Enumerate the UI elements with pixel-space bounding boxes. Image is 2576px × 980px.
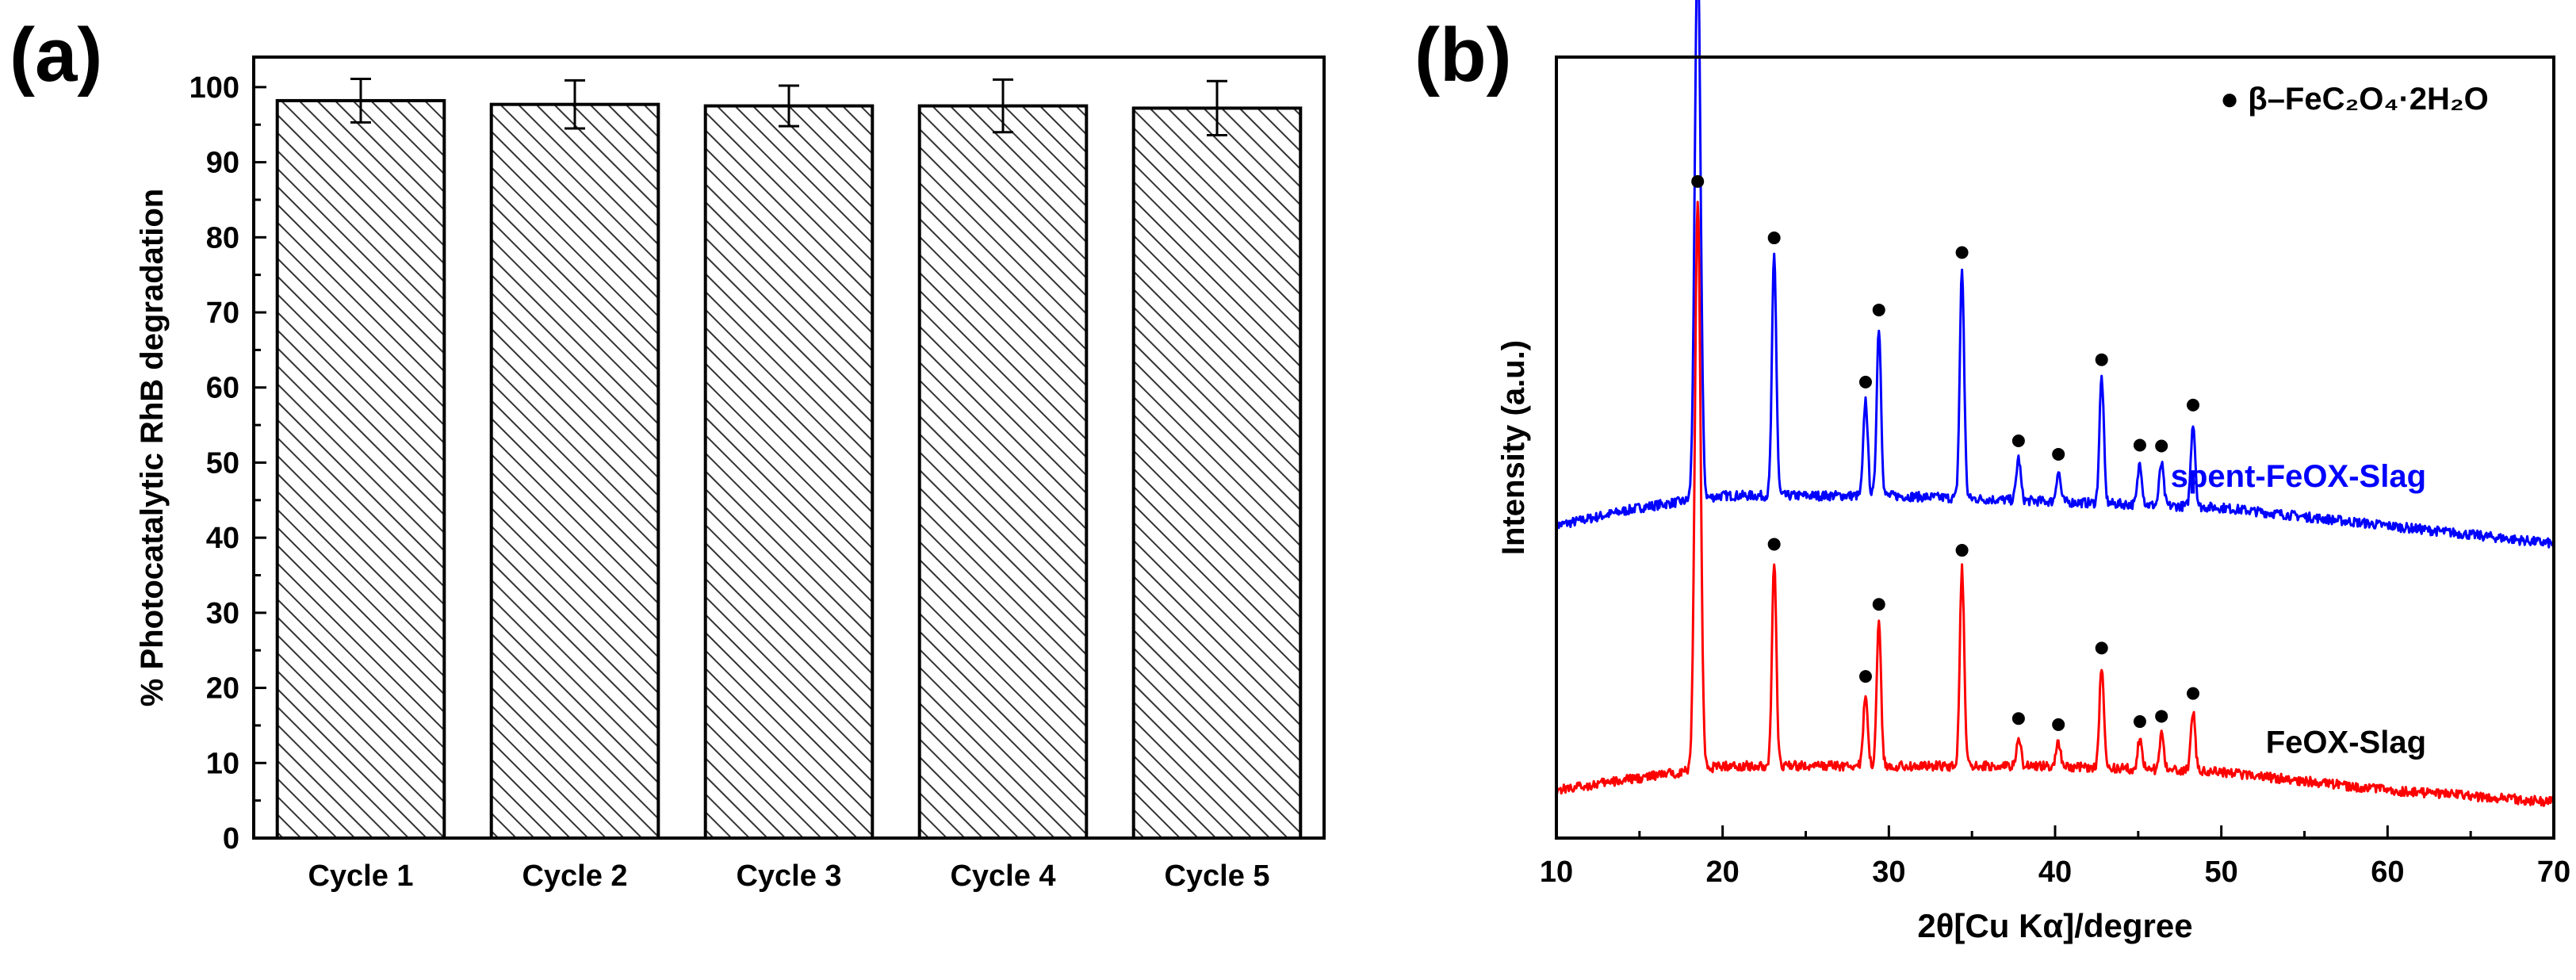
bar <box>275 98 446 840</box>
peak-marker <box>2052 718 2065 731</box>
y-tick-label: 10 <box>206 747 239 780</box>
y-tick-label: 0 <box>223 822 239 856</box>
peak-marker <box>2095 353 2108 366</box>
error-bar <box>993 78 1013 134</box>
y-tick-label: 60 <box>206 372 239 405</box>
x-tick-label: Cycle 1 <box>308 859 413 893</box>
y-tick-label: 100 <box>189 71 239 105</box>
series-label: FeOX-Slag <box>2266 725 2426 760</box>
bar <box>703 104 875 840</box>
y-tick-label: 50 <box>206 446 239 480</box>
x-tick-label: 10 <box>1540 856 1573 889</box>
y-tick-label: 20 <box>206 672 239 706</box>
bar-chart-panel-a: Cycle 1 Cycle 2 Cycle 3 Cycle 4 Cycle 5 0 10 20… <box>135 56 1326 893</box>
panel-a-label: (a) <box>10 13 103 98</box>
legend-label: ● β–FeC₂O₄·2H₂O <box>2220 82 2489 117</box>
x-tick-label: 70 <box>2537 856 2570 889</box>
peak-marker <box>2133 715 2146 729</box>
error-bar <box>565 78 585 130</box>
peak-marker <box>2155 439 2168 453</box>
bar <box>1131 106 1303 840</box>
bar <box>489 102 660 840</box>
peak-marker <box>1858 375 1872 389</box>
peak-marker <box>2133 438 2146 452</box>
peak-marker <box>2187 687 2200 700</box>
peak-marker <box>2052 447 2065 461</box>
y-axis-title: % Photocatalytic RhB degradation <box>135 189 170 706</box>
peak-marker <box>2011 434 2025 447</box>
y-tick-label: 70 <box>206 297 239 330</box>
series-label: spent-FeOX-Slag <box>2171 459 2426 494</box>
peak-marker <box>1858 670 1872 683</box>
peak-marker <box>1767 232 1781 245</box>
peak-marker <box>1955 544 1969 557</box>
peak-marker <box>1872 303 1885 316</box>
x-axis-title: 2θ[Cu Kα]/degree <box>1917 907 2192 944</box>
peak-marker <box>1872 598 1885 611</box>
x-tick-label: Cycle 2 <box>522 859 627 893</box>
error-bar <box>350 77 371 124</box>
x-tick-label: 50 <box>2205 856 2238 889</box>
peak-marker <box>1767 538 1781 551</box>
peak-marker <box>1955 246 1969 259</box>
y-axis-title: Intensity (a.u.) <box>1496 340 1531 555</box>
x-tick-label: Cycle 4 <box>950 859 1055 893</box>
series-line <box>1555 201 2555 807</box>
panel-b-label: (b) <box>1414 13 1512 98</box>
series-line <box>1555 0 2555 549</box>
y-tick-label: 80 <box>206 221 239 255</box>
peak-marker <box>2187 398 2200 412</box>
x-tick-label: Cycle 5 <box>1164 859 1269 893</box>
x-tick-label: Cycle 3 <box>736 859 841 893</box>
x-tick-label: 20 <box>1706 856 1740 889</box>
x-tick-label: 60 <box>2371 856 2404 889</box>
peak-marker <box>2095 641 2108 655</box>
error-bar <box>779 84 799 128</box>
error-bar <box>1207 79 1227 136</box>
bar <box>917 104 1089 840</box>
y-tick-label: 30 <box>206 597 239 630</box>
plot-frame <box>252 56 1326 840</box>
peak-marker <box>2155 710 2168 723</box>
x-tick-label: 30 <box>1872 856 1905 889</box>
peak-marker <box>2011 712 2025 725</box>
xrd-chart-panel-b: spent-FeOX-Slag FeOX-Slag ● β–FeC₂O₄·2H₂O 1… <box>1496 0 2570 944</box>
x-tick-label: 40 <box>2038 856 2072 889</box>
peak-marker <box>1691 174 1705 188</box>
y-tick-label: 90 <box>206 147 239 180</box>
y-tick-label: 40 <box>206 522 239 555</box>
